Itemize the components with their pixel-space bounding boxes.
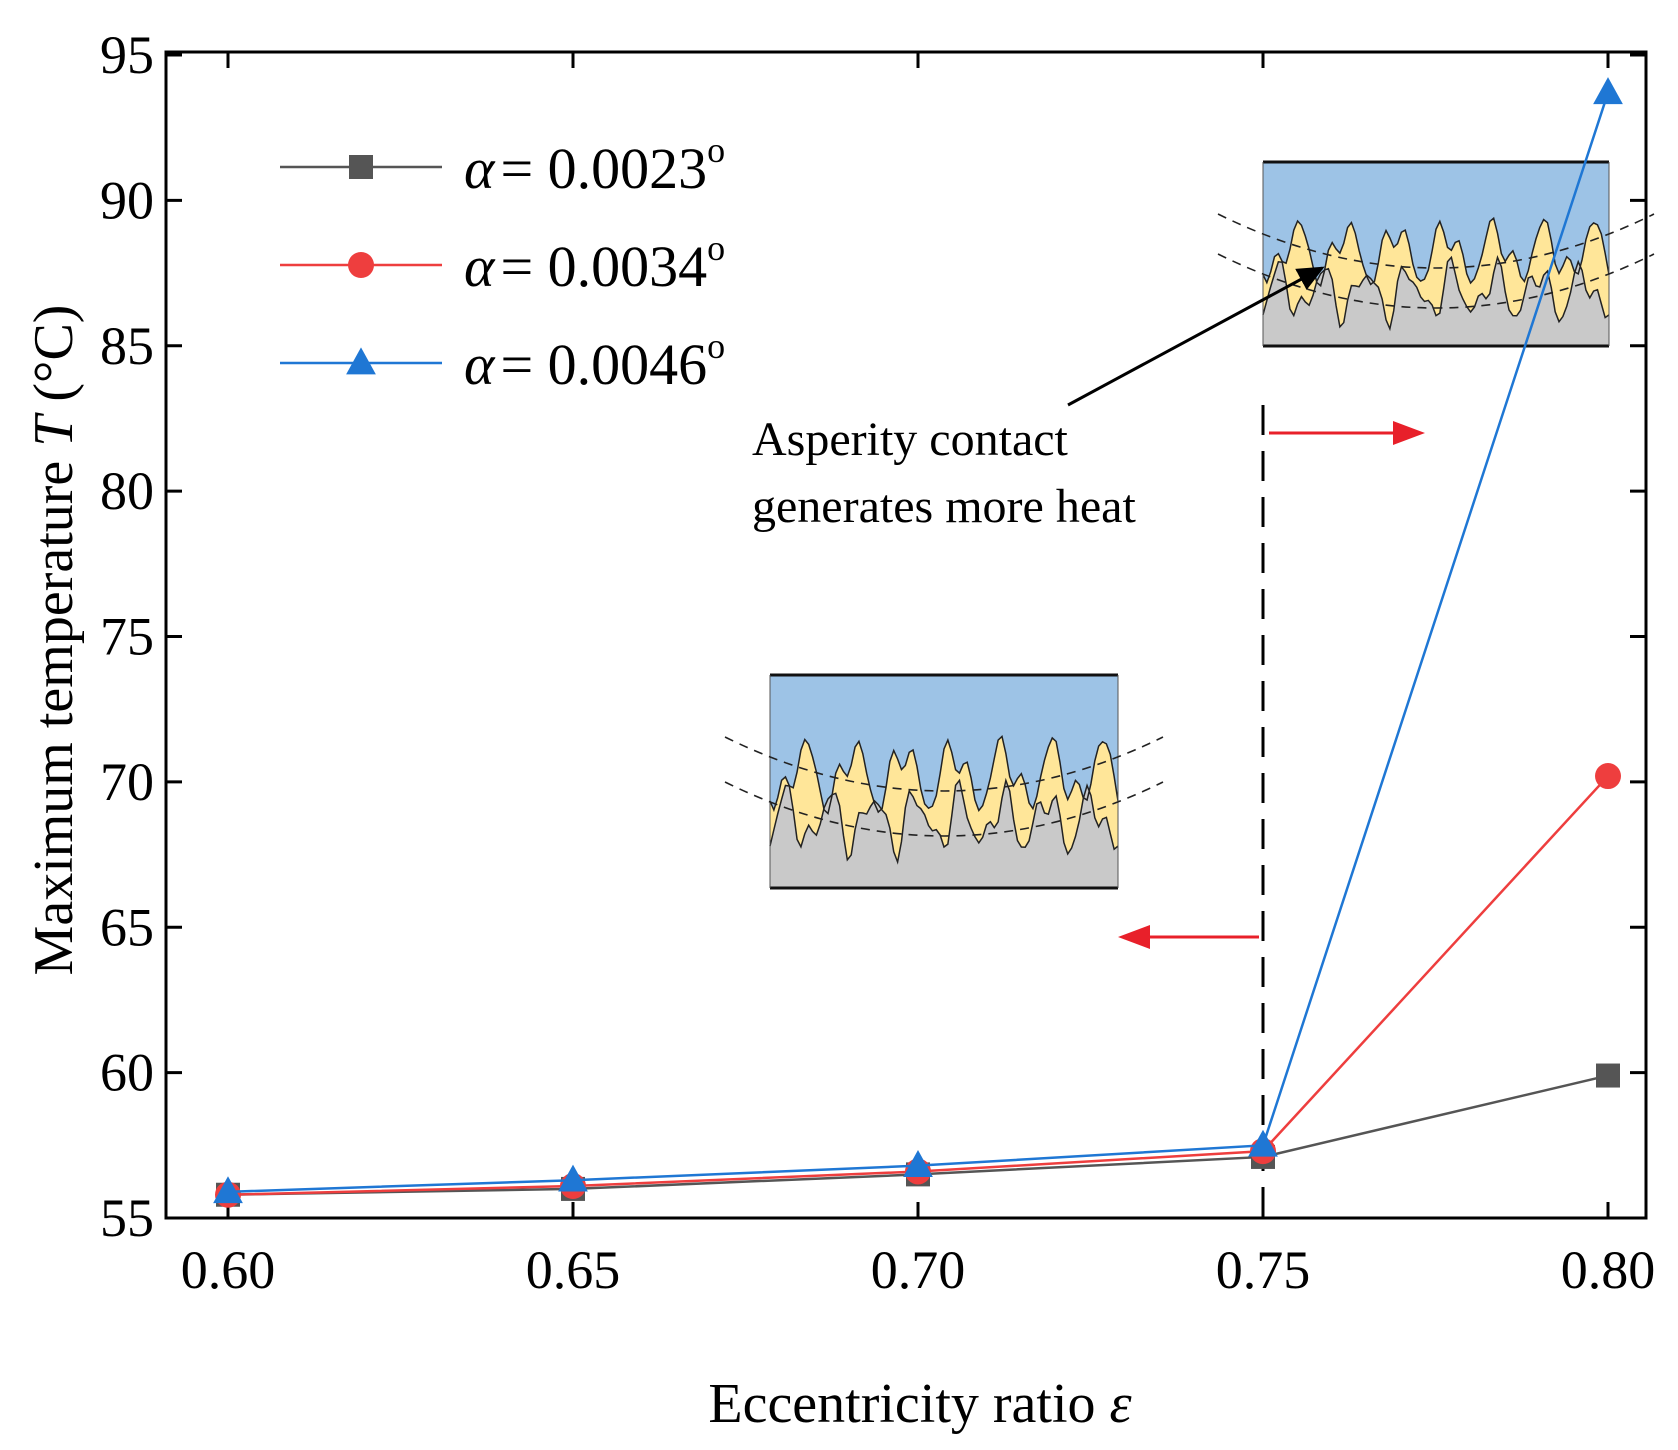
x-axis-title: Eccentricity ratio ε (708, 1373, 1132, 1435)
y-tick-label: 95 (100, 25, 154, 85)
legend-alpha: α (464, 332, 496, 397)
data-point (1595, 763, 1621, 790)
red-arrow-right (1269, 421, 1425, 445)
legend-value: = 0.0034 (500, 234, 707, 299)
y-axis-symbol: T (23, 412, 85, 447)
legend-degree: o (707, 130, 725, 170)
legend-label: α = 0.0046o (464, 326, 725, 397)
y-tick-label: 80 (100, 461, 154, 521)
inset-separated-surfaces (724, 673, 1164, 890)
y-tick-label: 70 (100, 752, 154, 812)
data-point (213, 1176, 243, 1204)
x-tick-label: 0.60 (181, 1240, 276, 1300)
legend-alpha: α (464, 136, 496, 201)
upper-surface (1263, 162, 1609, 286)
lower-surface (1263, 257, 1609, 346)
legend-marker (348, 252, 374, 278)
y-tick-label: 60 (100, 1043, 154, 1103)
legend-item: α = 0.0046o (280, 326, 725, 397)
legend-value: = 0.0046 (500, 332, 707, 397)
data-point (558, 1164, 588, 1192)
mean-line-upper (724, 736, 1164, 792)
legend-value: = 0.0023 (500, 136, 707, 201)
y-tick-label: 85 (100, 316, 154, 376)
x-axis-title-text: Eccentricity ratio (708, 1373, 1109, 1435)
inset-asperity-contact (1217, 160, 1655, 348)
legend-marker (346, 347, 376, 375)
data-point (1596, 1063, 1620, 1088)
series-triangle (213, 77, 1623, 1204)
legend-item: α = 0.0034o (280, 228, 725, 299)
y-axis-title: Maximum temperature T (°C) (23, 305, 85, 976)
data-point (1593, 77, 1623, 105)
legend-degree: o (707, 228, 725, 268)
lower-surface (770, 780, 1118, 888)
mean-line-lower (724, 781, 1164, 837)
y-axis-unit: (°C) (23, 305, 85, 416)
legend-label: α = 0.0034o (464, 228, 725, 299)
legend-item: α = 0.0023o (280, 130, 725, 201)
mean-line-upper (1217, 213, 1655, 269)
legend-degree: o (707, 326, 725, 366)
y-axis-title-text: Maximum temperature (23, 447, 85, 976)
y-tick-label: 90 (100, 170, 154, 230)
y-tick-labels: 55 60 65 70 75 80 85 90 95 (100, 25, 154, 1248)
x-tick-labels: 0.60 0.65 0.70 0.75 0.80 (181, 1240, 1656, 1300)
x-tick-label: 0.70 (871, 1240, 966, 1300)
annotation-line-2: generates more heat (752, 480, 1136, 533)
y-tick-label: 65 (100, 897, 154, 957)
mean-line-lower (1217, 253, 1655, 309)
data-point (903, 1150, 933, 1178)
y-tick-label: 55 (100, 1188, 154, 1248)
x-tick-label: 0.75 (1216, 1240, 1311, 1300)
upper-roughness-profile (769, 734, 1119, 816)
annotation-line-1: Asperity contact (752, 413, 1069, 466)
legend-alpha: α (464, 234, 496, 299)
legend-label: α = 0.0023o (464, 130, 725, 201)
data-point (1248, 1129, 1278, 1157)
y-tick-label: 75 (100, 607, 154, 667)
x-axis-symbol: ε (1110, 1373, 1133, 1435)
axis-ticks (166, 52, 1646, 1220)
x-tick-label: 0.80 (1561, 1240, 1656, 1300)
x-tick-label: 0.65 (526, 1240, 621, 1300)
lower-roughness-profile (769, 777, 1119, 865)
annotation-pointer-arrow (1067, 266, 1325, 407)
red-arrow-left (1118, 925, 1259, 949)
legend-marker (349, 155, 373, 179)
upper-surface (770, 675, 1118, 814)
series-layer (213, 77, 1623, 1208)
